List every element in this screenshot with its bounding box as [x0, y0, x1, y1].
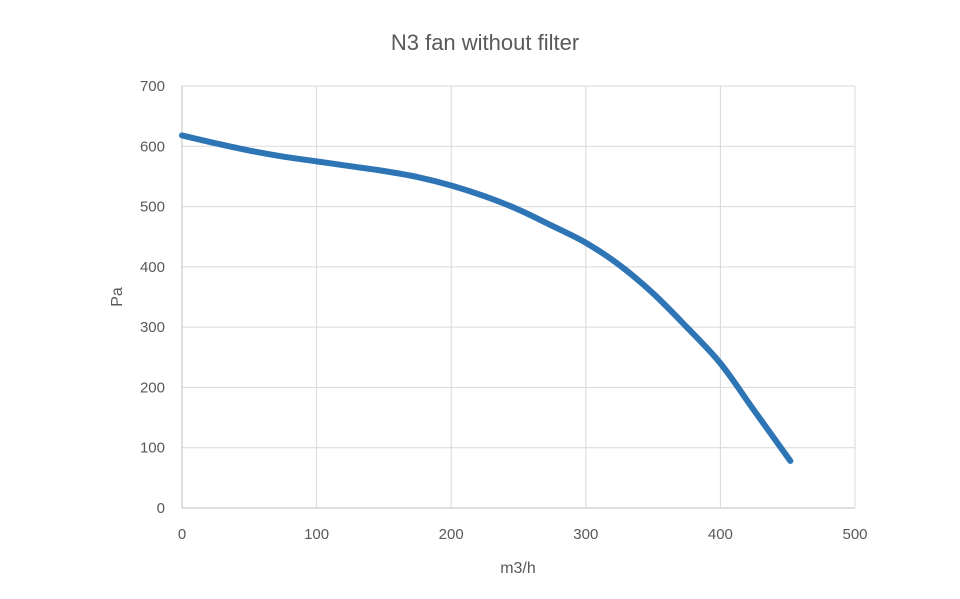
y-tick-label-0: 0 [157, 500, 165, 517]
data-point-0-12 [583, 240, 589, 246]
data-point-0-6 [381, 168, 387, 174]
y-tick-label-600: 600 [140, 138, 165, 155]
x-tick-label-200: 200 [439, 526, 464, 543]
data-point-0-5 [347, 163, 353, 169]
data-point-0-8 [448, 182, 454, 188]
data-point-0-4 [314, 158, 320, 164]
data-point-0-7 [415, 174, 421, 180]
y-tick-label-400: 400 [140, 259, 165, 276]
data-point-0-0 [179, 132, 185, 138]
x-axis-label: m3/h [500, 560, 536, 577]
x-tick-label-300: 300 [573, 526, 598, 543]
data-point-0-13 [616, 262, 622, 268]
y-tick-label-100: 100 [140, 440, 165, 457]
series-line-0 [179, 132, 794, 464]
y-tick-label-500: 500 [140, 199, 165, 216]
tick-labels: 0 100 200 300 400 500 600 700 0 100 200 300 400 500 [140, 78, 868, 543]
x-tick-label-100: 100 [304, 526, 329, 543]
data-point-0-15 [684, 324, 690, 330]
data-point-0-14 [650, 290, 656, 296]
data-point-0-1 [213, 140, 219, 146]
x-tick-label-400: 400 [708, 526, 733, 543]
series-layer [179, 132, 794, 464]
data-point-0-3 [280, 154, 286, 160]
data-point-0-16 [717, 360, 723, 366]
data-point-0-2 [246, 148, 252, 154]
grid [181, 85, 856, 509]
data-point-0-11 [549, 223, 555, 229]
data-point-0-9 [482, 193, 488, 199]
data-point-0-18 [787, 458, 793, 464]
y-tick-label-300: 300 [140, 319, 165, 336]
y-axis-label: Pa [109, 287, 126, 307]
y-tick-label-200: 200 [140, 379, 165, 396]
chart-title: N3 fan without filter [391, 30, 579, 55]
x-tick-label-500: 500 [842, 526, 867, 543]
data-point-0-17 [751, 407, 757, 413]
y-tick-label-700: 700 [140, 78, 165, 95]
data-point-0-10 [516, 207, 522, 213]
x-tick-label-0: 0 [178, 526, 186, 543]
